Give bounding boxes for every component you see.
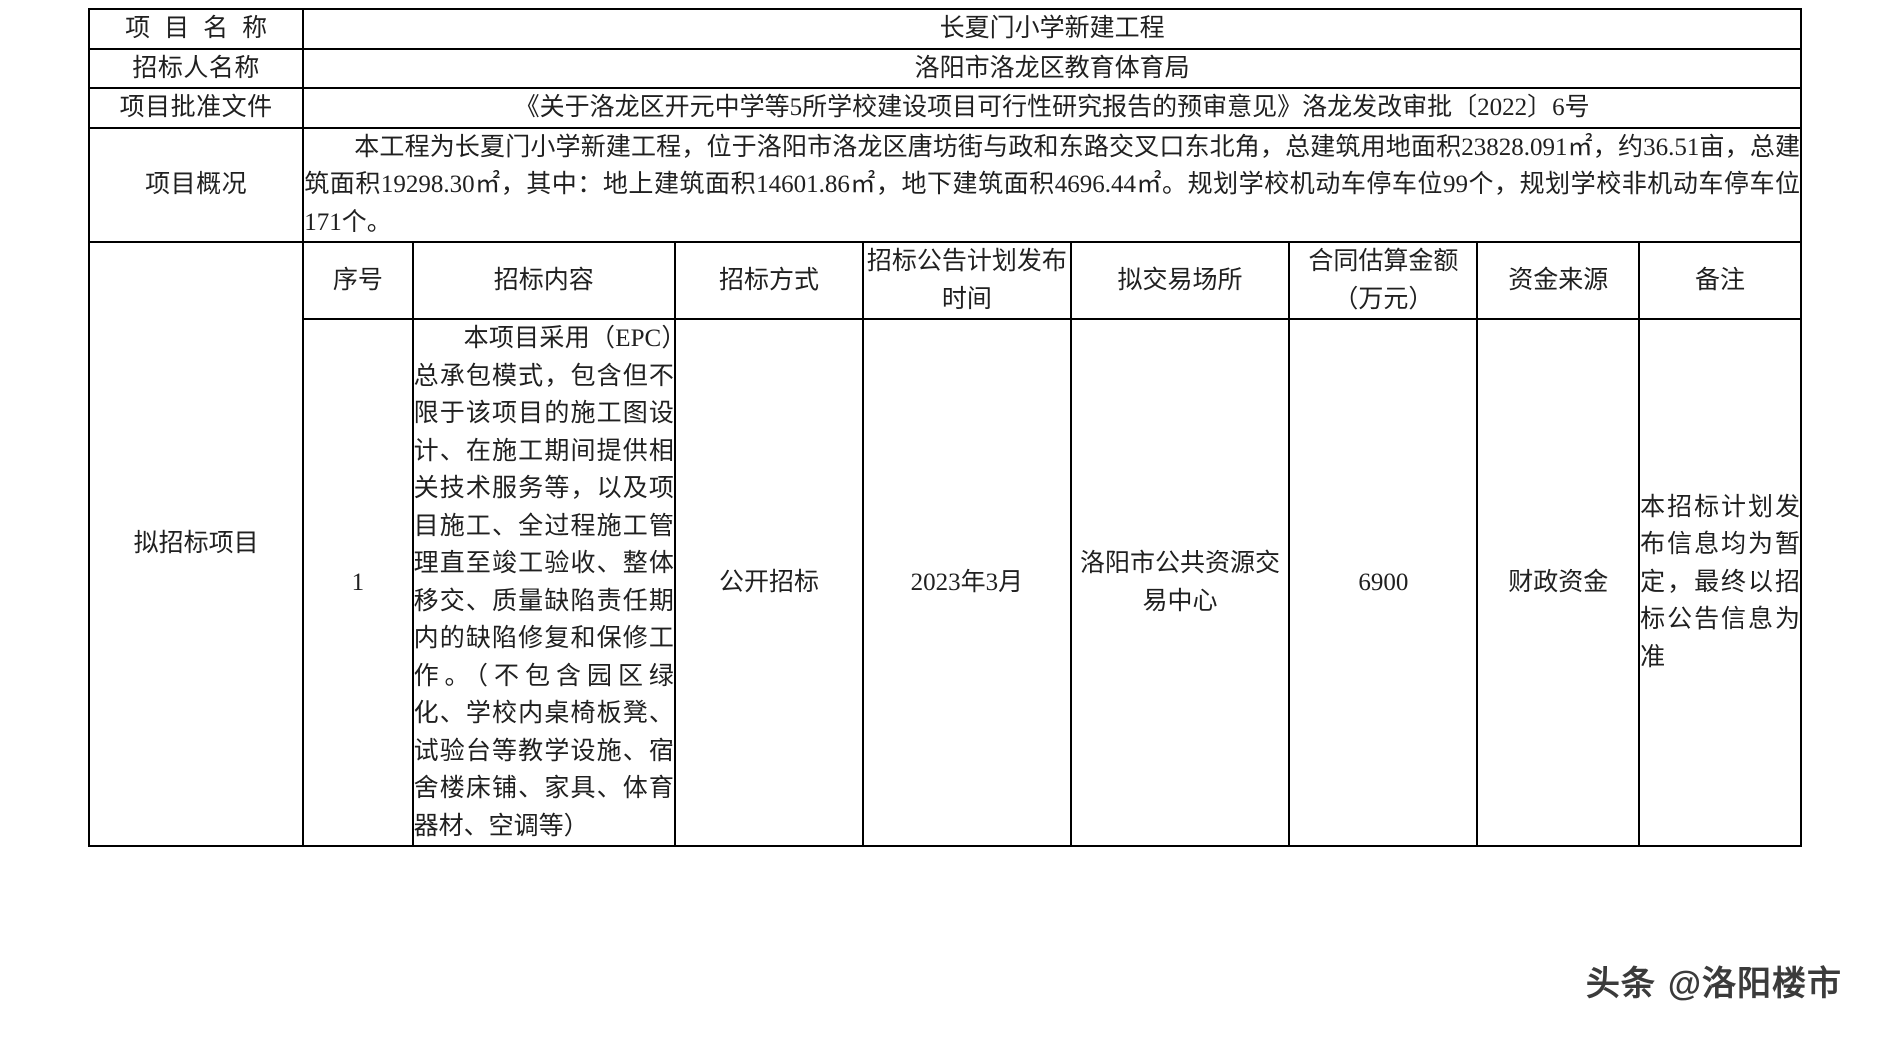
table-row-project-name: 项目名称 长夏门小学新建工程 (87, 8, 1802, 50)
column-header-publish-time: 招标公告计划发布时间 (861, 241, 1072, 320)
project-overview-text: 本工程为长夏门小学新建工程，位于洛阳市洛龙区唐坊街与政和东路交叉口东北角，总建筑… (304, 133, 1800, 236)
column-header-amount: 合同估算金额（万元） (1288, 241, 1479, 320)
row-value-tenderer-name: 洛阳市洛龙区教育体育局 (302, 47, 1802, 89)
cell-remark-text: 本招标计划发布信息均为暂定，最终以招标公告信息为准 (1640, 493, 1800, 671)
column-header-remark: 备注 (1638, 241, 1802, 320)
column-header-funding: 资金来源 (1476, 241, 1641, 320)
bidding-plan-table: 项目名称 长夏门小学新建工程 招标人名称 洛阳市洛龙区教育体育局 项目批准文件 … (87, 8, 1802, 847)
cell-venue: 洛阳市公共资源交易中心 (1069, 318, 1291, 847)
cell-publish-time: 2023年3月 (861, 318, 1072, 847)
table-row: 1 本项目采用（EPC）总承包模式，包含但不限于该项目的施工图设计、在施工期间提… (89, 318, 1802, 847)
row-label-approval-document: 项目批准文件 (87, 87, 305, 129)
cell-remark: 本招标计划发布信息均为暂定，最终以招标公告信息为准 (1638, 318, 1802, 847)
column-header-venue: 拟交易场所 (1069, 241, 1291, 320)
column-header-index: 序号 (302, 241, 414, 320)
watermark: 头条 @洛阳楼市 (1586, 956, 1842, 1005)
row-value-project-name: 长夏门小学新建工程 (302, 8, 1802, 50)
cell-content-text: 本项目采用（EPC）总承包模式，包含但不限于该项目的施工图设计、在施工期间提供相… (413, 325, 674, 840)
column-header-content: 招标内容 (411, 241, 676, 320)
table-row-project-overview: 项目概况 本工程为长夏门小学新建工程，位于洛阳市洛龙区唐坊街与政和东路交叉口东北… (87, 126, 1802, 243)
cell-index: 1 (302, 318, 414, 847)
watermark-brand: 头条 (1585, 965, 1656, 1003)
column-header-method: 招标方式 (673, 241, 864, 320)
row-value-approval-document: 《关于洛龙区开元中学等5所学校建设项目可行性研究报告的预审意见》洛龙发改审批〔2… (302, 87, 1802, 129)
watermark-handle: @洛阳楼市 (1667, 965, 1842, 1003)
row-value-project-overview: 本工程为长夏门小学新建工程，位于洛阳市洛龙区唐坊街与政和东路交叉口东北角，总建筑… (302, 126, 1802, 243)
row-label-project-overview: 项目概况 (87, 126, 305, 243)
cell-content: 本项目采用（EPC）总承包模式，包含但不限于该项目的施工图设计、在施工期间提供相… (411, 318, 676, 847)
row-label-project-name: 项目名称 (87, 8, 305, 50)
cell-amount: 6900 (1288, 318, 1479, 847)
table-row-tenderer-name: 招标人名称 洛阳市洛龙区教育体育局 (87, 47, 1802, 89)
cell-method: 公开招标 (673, 318, 864, 847)
row-label-tenderer-name: 招标人名称 (87, 47, 305, 89)
table-header-row: 拟招标项目 序号 招标内容 招标方式 招标公告计划发布时间 拟交易场所 合同估算… (87, 241, 1802, 847)
row-label-planned-bid-items: 拟招标项目 (87, 241, 305, 847)
cell-funding: 财政资金 (1476, 318, 1641, 847)
table-row-approval-document: 项目批准文件 《关于洛龙区开元中学等5所学校建设项目可行性研究报告的预审意见》洛… (87, 87, 1802, 129)
